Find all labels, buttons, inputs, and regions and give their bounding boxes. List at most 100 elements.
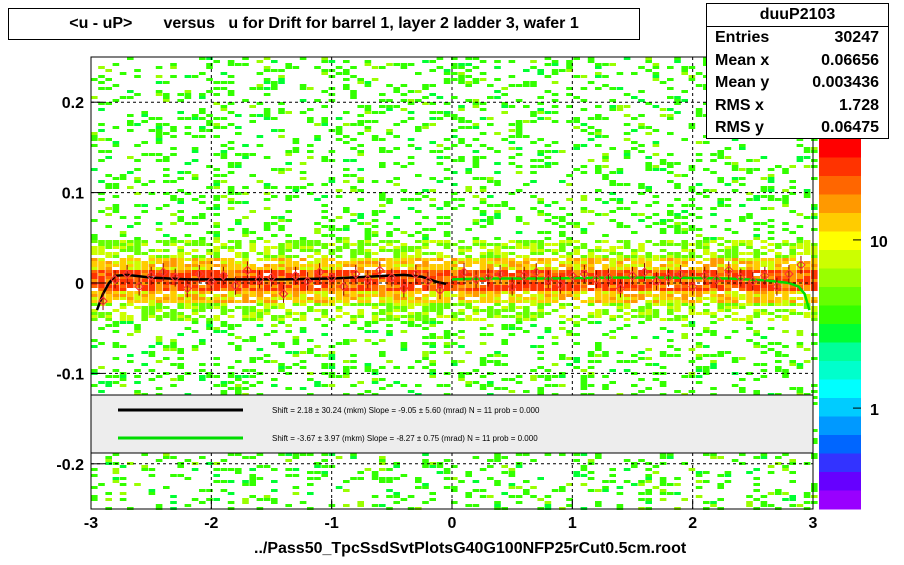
- heat-cell: [436, 162, 444, 165]
- heat-cell: [775, 279, 782, 282]
- heat-cell: [580, 261, 588, 264]
- heat-cell: [443, 384, 451, 387]
- heat-cell: [515, 327, 523, 330]
- heat-cell: [717, 297, 724, 300]
- heat-cell: [307, 192, 314, 195]
- heat-cell: [191, 306, 199, 309]
- heat-cell: [652, 72, 660, 75]
- heat-cell: [652, 312, 660, 315]
- heat-cell: [501, 264, 508, 267]
- heat-cell: [638, 66, 645, 69]
- heat-cell: [386, 264, 393, 267]
- heat-cell: [782, 465, 789, 468]
- heat-cell: [400, 303, 408, 306]
- heat-cell: [357, 471, 364, 474]
- heat-cell: [112, 279, 120, 282]
- heat-cell: [501, 309, 508, 312]
- heat-cell: [278, 81, 285, 84]
- heat-cell: [451, 312, 458, 315]
- heat-cell: [191, 240, 199, 243]
- heat-cell: [170, 63, 177, 66]
- heat-cell: [746, 240, 753, 243]
- heat-cell: [523, 270, 530, 273]
- heat-cell: [803, 279, 811, 282]
- heat-cell: [631, 483, 638, 486]
- heat-cell: [501, 252, 508, 255]
- heat-cell: [350, 213, 357, 216]
- heat-cell: [307, 309, 314, 312]
- heat-cell: [616, 105, 624, 108]
- heat-cell: [199, 285, 206, 288]
- heat-cell: [249, 369, 256, 372]
- heat-cell: [789, 165, 796, 168]
- heat-cell: [739, 243, 746, 246]
- heat-cell: [299, 453, 307, 456]
- heat-cell: [299, 240, 307, 243]
- heat-cell: [458, 273, 465, 276]
- heat-cell: [350, 321, 357, 324]
- heat-cell: [688, 255, 696, 258]
- heat-cell: [811, 489, 818, 492]
- heat-cell: [407, 198, 415, 201]
- heat-cell: [386, 489, 393, 492]
- heat-cell: [803, 495, 811, 498]
- heat-cell: [681, 264, 688, 267]
- heat-cell: [544, 495, 552, 498]
- heat-cell: [587, 60, 595, 63]
- heat-cell: [271, 294, 278, 297]
- heat-cell: [350, 282, 357, 285]
- heat-cell: [155, 126, 163, 129]
- heat-cell: [731, 162, 739, 165]
- heat-cell: [343, 87, 350, 90]
- heat-cell: [134, 324, 141, 327]
- heat-cell: [789, 297, 796, 300]
- heat-cell: [292, 186, 300, 189]
- heat-cell: [674, 315, 681, 318]
- heat-cell: [681, 72, 688, 75]
- heat-cell: [775, 273, 782, 276]
- heat-cell: [609, 315, 616, 318]
- heat-cell: [206, 285, 213, 288]
- heat-cell: [566, 87, 573, 90]
- heat-cell: [472, 291, 480, 294]
- heat-cell: [393, 300, 400, 303]
- heat-cell: [371, 138, 379, 141]
- heat-cell: [177, 264, 184, 267]
- heat-cell: [695, 291, 703, 294]
- heat-cell: [465, 171, 472, 174]
- heat-cell: [688, 303, 696, 306]
- heat-cell: [479, 363, 487, 366]
- heat-cell: [328, 300, 336, 303]
- heat-cell: [213, 225, 220, 228]
- heat-cell: [112, 177, 120, 180]
- heat-cell: [652, 270, 660, 273]
- heat-cell: [155, 309, 163, 312]
- heat-cell: [746, 267, 753, 270]
- heat-cell: [105, 261, 112, 264]
- heat-cell: [148, 153, 156, 156]
- heat-cell: [393, 381, 400, 384]
- heat-cell: [443, 231, 451, 234]
- heat-cell: [803, 312, 811, 315]
- heat-cell: [681, 315, 688, 318]
- heat-cell: [645, 57, 652, 60]
- heat-cell: [155, 81, 163, 84]
- heat-cell: [508, 240, 516, 243]
- heat-cell: [335, 375, 343, 378]
- heat-cell: [127, 300, 134, 303]
- heat-cell: [141, 183, 148, 186]
- heat-cell: [206, 186, 213, 189]
- heat-cell: [242, 318, 249, 321]
- heat-cell: [170, 66, 177, 69]
- heat-cell: [343, 246, 350, 249]
- heat-cell: [112, 264, 120, 267]
- heat-cell: [681, 258, 688, 261]
- heat-cell: [638, 285, 645, 288]
- heat-cell: [105, 294, 112, 297]
- heat-cell: [343, 225, 350, 228]
- heat-cell: [321, 216, 328, 219]
- heat-cell: [602, 213, 609, 216]
- heat-cell: [465, 384, 472, 387]
- heat-cell: [631, 270, 638, 273]
- heat-cell: [544, 501, 552, 504]
